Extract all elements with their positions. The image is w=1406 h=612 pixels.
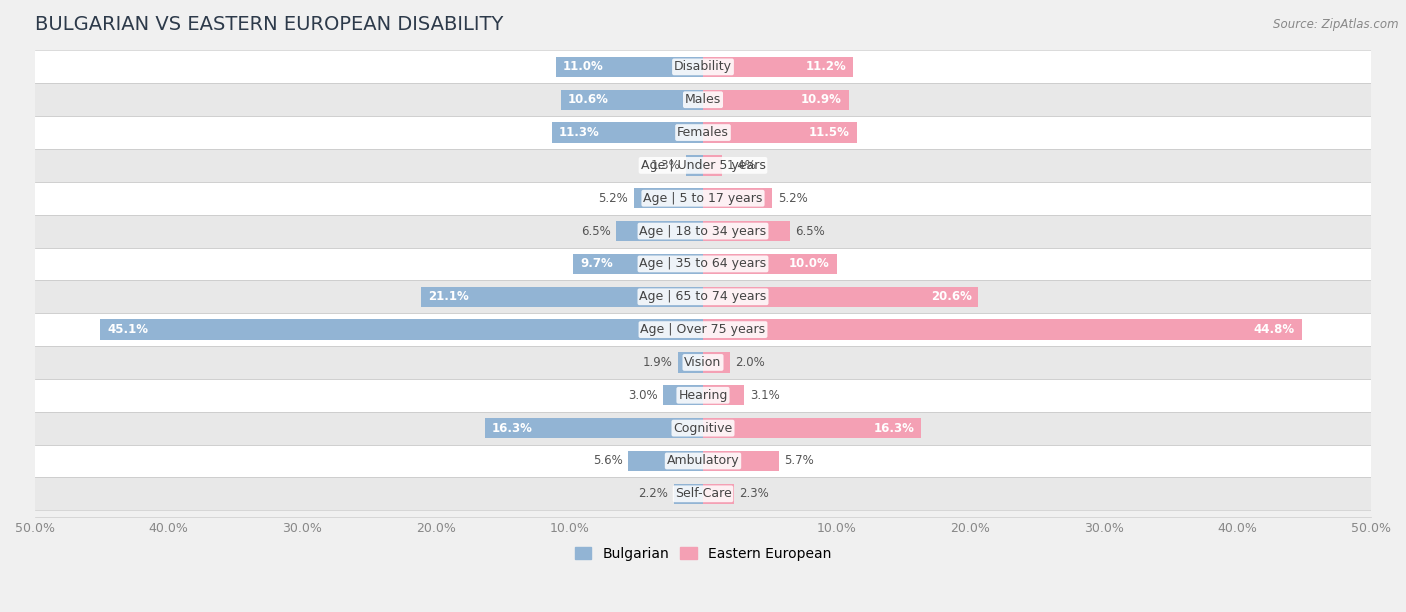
Text: Vision: Vision — [685, 356, 721, 369]
Text: 45.1%: 45.1% — [107, 323, 148, 336]
Bar — [35, 83, 1371, 116]
Bar — [485, 418, 703, 438]
Text: Males: Males — [685, 93, 721, 106]
Text: Females: Females — [678, 126, 728, 139]
Text: 2.2%: 2.2% — [638, 487, 668, 500]
Bar — [35, 247, 1371, 280]
Text: 44.8%: 44.8% — [1254, 323, 1295, 336]
Text: 1.4%: 1.4% — [727, 159, 756, 172]
Bar — [35, 444, 1371, 477]
Text: 21.1%: 21.1% — [427, 290, 468, 304]
Bar — [703, 254, 837, 274]
Bar — [703, 122, 856, 143]
Text: 10.9%: 10.9% — [801, 93, 842, 106]
Text: Age | 18 to 34 years: Age | 18 to 34 years — [640, 225, 766, 237]
Text: Age | 5 to 17 years: Age | 5 to 17 years — [644, 192, 762, 205]
Text: 3.0%: 3.0% — [628, 389, 658, 402]
Bar — [703, 286, 979, 307]
Bar — [553, 122, 703, 143]
Text: 5.7%: 5.7% — [785, 455, 814, 468]
Text: 11.2%: 11.2% — [806, 61, 846, 73]
Text: 9.7%: 9.7% — [581, 258, 613, 271]
Bar — [555, 57, 703, 77]
Bar — [616, 221, 703, 241]
Text: 1.9%: 1.9% — [643, 356, 672, 369]
Bar — [422, 286, 703, 307]
Text: 3.1%: 3.1% — [749, 389, 779, 402]
Text: Disability: Disability — [673, 61, 733, 73]
Bar — [703, 483, 734, 504]
Bar — [703, 385, 744, 406]
Text: 10.6%: 10.6% — [568, 93, 609, 106]
Text: 11.5%: 11.5% — [808, 126, 851, 139]
Bar — [634, 188, 703, 209]
Bar — [686, 155, 703, 176]
Bar — [703, 451, 779, 471]
Bar — [703, 418, 921, 438]
Bar — [35, 379, 1371, 412]
Text: BULGARIAN VS EASTERN EUROPEAN DISABILITY: BULGARIAN VS EASTERN EUROPEAN DISABILITY — [35, 15, 503, 34]
Text: 16.3%: 16.3% — [873, 422, 914, 435]
Text: 5.2%: 5.2% — [778, 192, 807, 205]
Bar — [673, 483, 703, 504]
Text: 16.3%: 16.3% — [492, 422, 533, 435]
Text: 11.3%: 11.3% — [558, 126, 599, 139]
Bar — [703, 319, 1302, 340]
Text: 5.2%: 5.2% — [599, 192, 628, 205]
Bar — [35, 215, 1371, 247]
Text: Ambulatory: Ambulatory — [666, 455, 740, 468]
Bar — [703, 89, 849, 110]
Bar — [703, 353, 730, 373]
Text: Age | Under 5 years: Age | Under 5 years — [641, 159, 765, 172]
Text: 20.6%: 20.6% — [931, 290, 972, 304]
Bar — [100, 319, 703, 340]
Bar — [35, 182, 1371, 215]
Bar — [35, 412, 1371, 444]
Text: 10.0%: 10.0% — [789, 258, 830, 271]
Bar — [35, 149, 1371, 182]
Text: 1.3%: 1.3% — [651, 159, 681, 172]
Bar — [678, 353, 703, 373]
Text: Age | Over 75 years: Age | Over 75 years — [641, 323, 765, 336]
Bar — [703, 57, 852, 77]
Bar — [35, 313, 1371, 346]
Text: Age | 65 to 74 years: Age | 65 to 74 years — [640, 290, 766, 304]
Text: Hearing: Hearing — [678, 389, 728, 402]
Bar — [35, 50, 1371, 83]
Text: Age | 35 to 64 years: Age | 35 to 64 years — [640, 258, 766, 271]
Bar — [703, 221, 790, 241]
Bar — [561, 89, 703, 110]
Text: 11.0%: 11.0% — [562, 61, 603, 73]
Bar — [35, 346, 1371, 379]
Bar — [703, 155, 721, 176]
Bar — [574, 254, 703, 274]
Text: 6.5%: 6.5% — [796, 225, 825, 237]
Text: 2.3%: 2.3% — [740, 487, 769, 500]
Bar — [628, 451, 703, 471]
Text: 2.0%: 2.0% — [735, 356, 765, 369]
Text: 6.5%: 6.5% — [581, 225, 610, 237]
Bar — [35, 477, 1371, 510]
Text: Self-Care: Self-Care — [675, 487, 731, 500]
Text: 5.6%: 5.6% — [593, 455, 623, 468]
Text: Cognitive: Cognitive — [673, 422, 733, 435]
Bar — [662, 385, 703, 406]
Bar — [703, 188, 772, 209]
Text: Source: ZipAtlas.com: Source: ZipAtlas.com — [1274, 18, 1399, 31]
Legend: Bulgarian, Eastern European: Bulgarian, Eastern European — [569, 542, 837, 567]
Bar — [35, 280, 1371, 313]
Bar — [35, 116, 1371, 149]
